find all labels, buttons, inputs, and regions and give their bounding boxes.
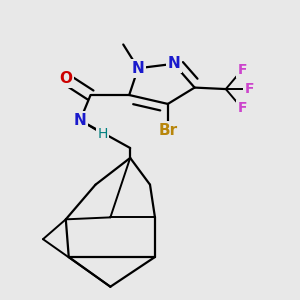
Text: F: F [237,101,247,116]
Text: N: N [167,56,180,71]
Text: Br: Br [158,123,177,138]
Text: O: O [59,71,72,86]
Text: H: H [97,127,108,141]
Text: F: F [245,82,254,96]
Text: F: F [237,63,247,77]
Text: N: N [74,113,86,128]
Text: N: N [132,61,145,76]
